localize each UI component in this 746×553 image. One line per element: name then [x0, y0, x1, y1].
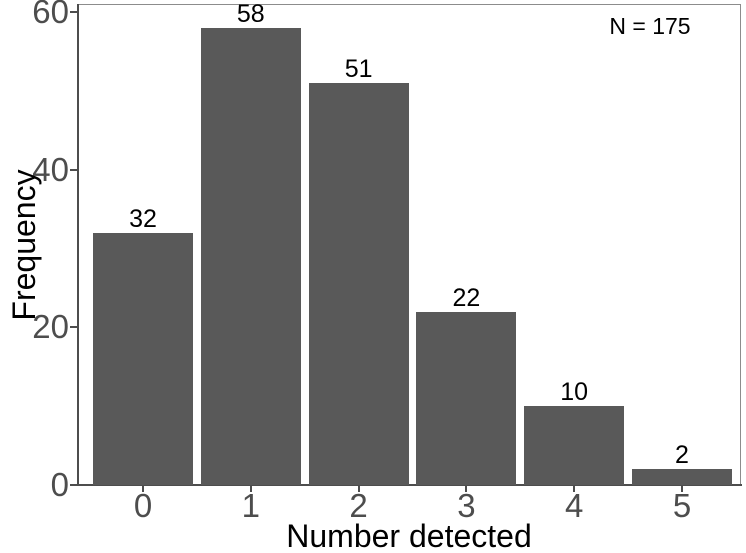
x-axis-tick	[142, 486, 144, 492]
x-axis-tick	[357, 486, 360, 492]
bar-value-label: 32	[129, 204, 157, 233]
x-tick-label: 1	[241, 487, 260, 524]
y-axis-title: Frequency	[6, 169, 42, 321]
y-tick-label: 20	[32, 308, 69, 346]
x-axis-line	[77, 484, 742, 486]
y-axis-line	[77, 4, 79, 486]
x-tick-label: 0	[133, 487, 153, 524]
bar	[632, 469, 732, 485]
x-tick-label: 5	[672, 487, 692, 524]
bar	[308, 82, 409, 485]
bar	[200, 27, 301, 485]
y-axis-tick	[70, 11, 78, 13]
y-tick-label: 40	[32, 150, 69, 188]
bar-value-label: 10	[560, 378, 589, 407]
x-axis-title: Number detected	[286, 518, 532, 553]
x-tick-label: 2	[349, 487, 368, 524]
x-axis-tick	[573, 486, 576, 492]
x-tick-label: 4	[565, 487, 584, 524]
x-axis-tick	[465, 486, 468, 492]
bar	[93, 232, 193, 485]
bar-value-label: 51	[344, 54, 373, 83]
sample-size-annotation: N = 175	[609, 13, 691, 39]
y-axis-tick	[70, 484, 78, 486]
bar-value-label: 58	[236, 0, 265, 28]
x-tick-label: 3	[457, 487, 476, 524]
bar-value-label: 22	[452, 283, 481, 312]
x-axis-tick	[249, 486, 252, 492]
bar	[416, 311, 517, 485]
y-tick-label: 60	[32, 0, 69, 30]
plot-panel	[78, 4, 741, 485]
y-axis-tick	[70, 168, 78, 171]
bar-value-label: 2	[675, 441, 689, 470]
x-axis-tick	[681, 486, 683, 492]
bar	[524, 406, 625, 485]
y-tick-label: 0	[50, 466, 69, 503]
y-axis-tick	[70, 326, 78, 329]
